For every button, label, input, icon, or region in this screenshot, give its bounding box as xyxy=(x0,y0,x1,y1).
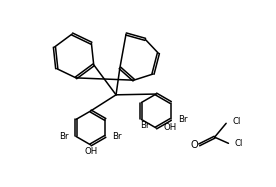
Text: Cl: Cl xyxy=(232,117,241,126)
Text: Br: Br xyxy=(112,132,122,141)
Text: OH: OH xyxy=(164,123,177,132)
Text: Br: Br xyxy=(140,121,149,130)
Text: Br: Br xyxy=(60,132,69,141)
Text: O: O xyxy=(191,140,198,150)
Text: OH: OH xyxy=(84,147,97,156)
Text: Br: Br xyxy=(178,115,187,124)
Text: Cl: Cl xyxy=(235,139,243,148)
